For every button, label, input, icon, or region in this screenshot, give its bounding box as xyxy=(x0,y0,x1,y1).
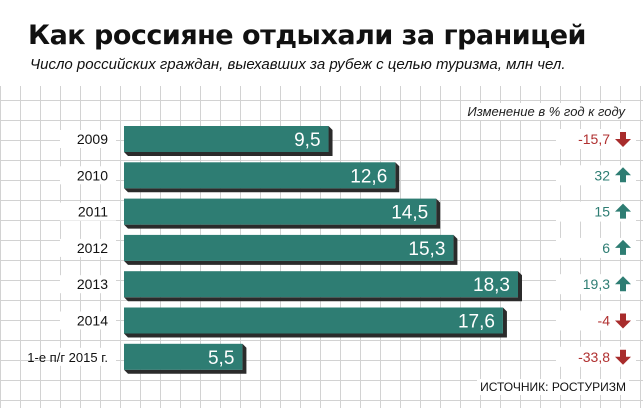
category-label-bg xyxy=(60,166,116,185)
bar-value-label: 18,3 xyxy=(473,275,510,296)
change-label-bg xyxy=(556,274,636,295)
change-label-bg xyxy=(556,346,636,367)
bar xyxy=(124,307,503,334)
category-label: 2013 xyxy=(77,276,108,292)
change-label-bg xyxy=(556,237,636,258)
change-label: -4 xyxy=(598,313,611,329)
category-label-bg xyxy=(60,130,116,148)
bar-shadow xyxy=(124,307,507,338)
title-area: Как россияне отдыхали за границей Число … xyxy=(0,0,643,86)
bar-shadow xyxy=(124,271,522,302)
category-label-bg xyxy=(60,238,116,257)
arrow-down-icon xyxy=(615,349,631,365)
arrow-up-icon xyxy=(615,167,631,183)
change-label: -33,8 xyxy=(578,349,610,365)
arrow-up-icon xyxy=(615,203,631,219)
bar xyxy=(124,162,396,189)
category-label: 2009 xyxy=(77,131,108,147)
change-label-bg xyxy=(556,310,636,331)
bar-value-label: 15,3 xyxy=(408,239,445,260)
arrow-down-icon xyxy=(615,313,631,329)
bar-shadow xyxy=(124,162,400,193)
bar xyxy=(124,271,518,298)
bar-value-label: 12,6 xyxy=(350,166,387,187)
change-label-bg xyxy=(556,129,636,149)
change-label: 32 xyxy=(594,167,610,183)
chart-subtitle: Число российских граждан, выехавших за р… xyxy=(30,56,566,73)
category-label: 2011 xyxy=(78,204,108,220)
category-label-bg xyxy=(60,311,116,330)
category-label-bg xyxy=(60,275,116,294)
arrow-up-icon xyxy=(615,239,631,255)
bar-shadow xyxy=(124,343,247,374)
arrow-up-icon xyxy=(615,276,631,292)
category-label: 2012 xyxy=(77,240,108,256)
bar xyxy=(124,234,454,261)
change-label: 6 xyxy=(602,240,610,256)
change-column-header: Изменение в % год к году xyxy=(465,103,627,120)
change-label-bg xyxy=(556,165,636,186)
category-label: 2014 xyxy=(77,313,108,329)
source-note: ИСТОЧНИК: РОСТУРИЗМ xyxy=(477,379,629,395)
category-label-bg xyxy=(60,202,116,221)
bar-shadow xyxy=(124,126,333,156)
bar-shadow xyxy=(124,234,458,265)
bar-value-label: 14,5 xyxy=(391,203,428,224)
arrow-down-icon xyxy=(615,132,631,147)
chart-title: Как россияне отдыхали за границей xyxy=(28,20,586,51)
bar-value-label: 9,5 xyxy=(294,130,320,151)
category-label: 1-е п/г 2015 г. xyxy=(27,350,108,365)
change-label: -15,7 xyxy=(578,131,610,147)
change-label-bg xyxy=(556,201,636,222)
bar xyxy=(124,198,437,225)
bar xyxy=(124,343,243,370)
change-label: 15 xyxy=(594,204,610,220)
change-label: 19,3 xyxy=(583,276,610,292)
bar xyxy=(124,126,329,152)
category-label: 2010 xyxy=(77,167,108,183)
bar-value-label: 17,6 xyxy=(458,312,495,333)
bar-shadow xyxy=(124,198,441,229)
category-label-bg xyxy=(60,347,116,366)
bar-value-label: 5,5 xyxy=(208,348,234,369)
